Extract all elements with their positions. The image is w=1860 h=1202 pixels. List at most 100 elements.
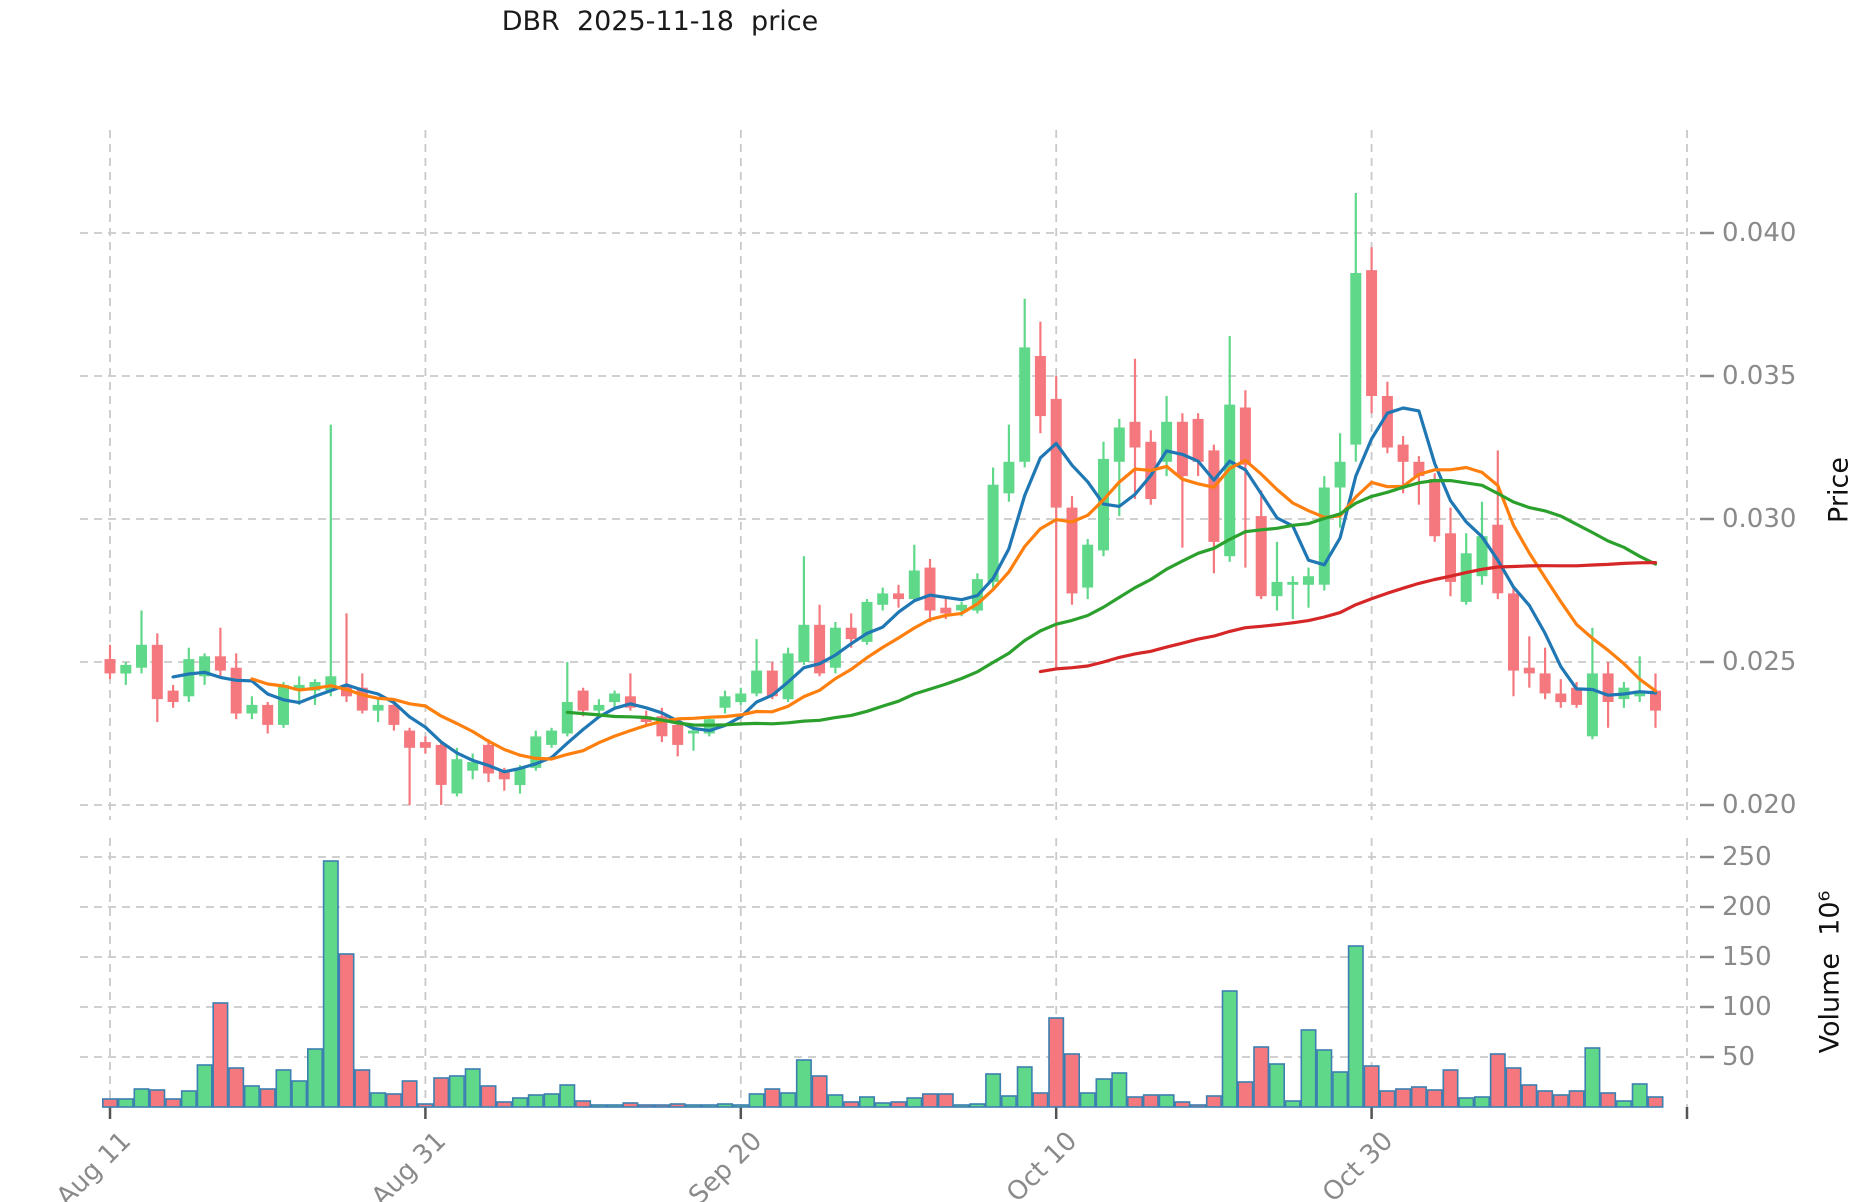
volume-bar (212, 1002, 229, 1108)
volume-bar (401, 1080, 418, 1108)
volume-bar (1269, 1063, 1286, 1108)
volume-tick-label: 200 (1722, 892, 1772, 922)
volume-bar (1552, 1094, 1569, 1108)
volume-bar (1253, 1046, 1270, 1108)
volume-bar (559, 1084, 576, 1108)
candle-up (199, 656, 211, 677)
ma-line-60 (1038, 560, 1658, 674)
candle-down (1192, 418, 1204, 462)
volume-bar (1174, 1101, 1191, 1108)
candle-down (1445, 533, 1456, 582)
candle-up (1003, 461, 1015, 494)
ma-line-30 (565, 478, 1658, 727)
volume-bar (1032, 1092, 1049, 1108)
candle-up (751, 670, 763, 694)
candle-down (262, 704, 274, 725)
volume-bar (275, 1069, 292, 1108)
candle-down (1129, 421, 1141, 448)
volume-bar (433, 1077, 450, 1108)
price-tick-label: 0.040 (1722, 218, 1796, 248)
volume-bar (1568, 1090, 1585, 1108)
volume-bar (496, 1101, 513, 1108)
volume-bar (117, 1098, 134, 1108)
candle-up (987, 484, 999, 582)
candle-up (293, 684, 305, 691)
candle-up (1334, 461, 1346, 488)
candle-down (1066, 507, 1078, 594)
volume-bar (701, 1104, 718, 1108)
volume-bar (243, 1085, 260, 1108)
volume-bar (322, 860, 339, 1108)
candle-down (1239, 407, 1251, 465)
candle-down (1413, 461, 1425, 477)
volume-bar (1410, 1086, 1427, 1108)
candle-up (1161, 421, 1173, 462)
volume-bar (575, 1100, 592, 1108)
volume-bar (653, 1104, 670, 1108)
volume-bar (1095, 1078, 1112, 1108)
volume-bar (795, 1059, 812, 1108)
candle-up (1224, 404, 1236, 557)
volume-bar (1332, 1071, 1349, 1108)
volume-bar (748, 1093, 765, 1108)
volume-bar (1316, 1049, 1333, 1108)
candle-up (246, 704, 258, 714)
candle-up (798, 624, 810, 662)
volume-bar (228, 1067, 245, 1108)
candle-up (309, 682, 321, 691)
candle-down (1571, 687, 1583, 705)
volume-tick-label: 150 (1722, 942, 1772, 972)
volume-tick-label: 50 (1722, 1042, 1755, 1072)
volume-bar (811, 1075, 828, 1108)
volume-bar (480, 1085, 497, 1108)
volume-bar (1111, 1072, 1128, 1108)
volume-bar (196, 1064, 213, 1108)
volume-bar (906, 1097, 923, 1108)
candle-up (1460, 553, 1472, 602)
volume-bar (969, 1103, 986, 1108)
volume-bar (102, 1098, 119, 1108)
candle-up (1634, 690, 1646, 697)
volume-bar (1615, 1100, 1632, 1108)
volume-bar (1064, 1053, 1081, 1108)
candle-up (877, 593, 889, 605)
candle-down (388, 704, 400, 725)
candle-down (404, 730, 416, 748)
volume-bar (843, 1101, 860, 1108)
volume-bar (1458, 1097, 1475, 1108)
volume-bar (1600, 1092, 1617, 1108)
volume-bar (1347, 945, 1364, 1108)
candle-down (1429, 479, 1441, 537)
ma-line-5 (171, 406, 1658, 774)
volume-bar (165, 1098, 182, 1108)
volume-bar (180, 1090, 197, 1108)
volume-bar (133, 1088, 150, 1108)
volume-bar (1079, 1092, 1096, 1108)
candle-up (908, 570, 920, 600)
volume-bar (1647, 1096, 1664, 1108)
candle-up (546, 730, 558, 745)
candle-down (435, 744, 447, 785)
candle-up (1082, 544, 1094, 588)
volume-bar (1158, 1094, 1175, 1108)
candle-up (1287, 581, 1299, 585)
candle-down (1176, 421, 1188, 477)
volume-bar (1048, 1017, 1065, 1108)
candle-down (1397, 444, 1409, 462)
candle-down (419, 742, 431, 748)
volume-bar (306, 1048, 323, 1108)
volume-bar (937, 1093, 954, 1108)
volume-bar (1379, 1090, 1396, 1108)
candle-down (1555, 693, 1567, 703)
volume-bar (1190, 1104, 1207, 1108)
volume-bar (716, 1103, 733, 1108)
volume-bar (543, 1093, 560, 1108)
candle-down (656, 716, 668, 737)
candle-up (561, 702, 573, 734)
volume-bar (354, 1069, 371, 1108)
volume-bar (291, 1080, 308, 1108)
candle-up (514, 767, 526, 785)
volume-bar (1537, 1090, 1554, 1108)
volume-bar (890, 1101, 907, 1108)
ma-line-10 (250, 458, 1658, 761)
